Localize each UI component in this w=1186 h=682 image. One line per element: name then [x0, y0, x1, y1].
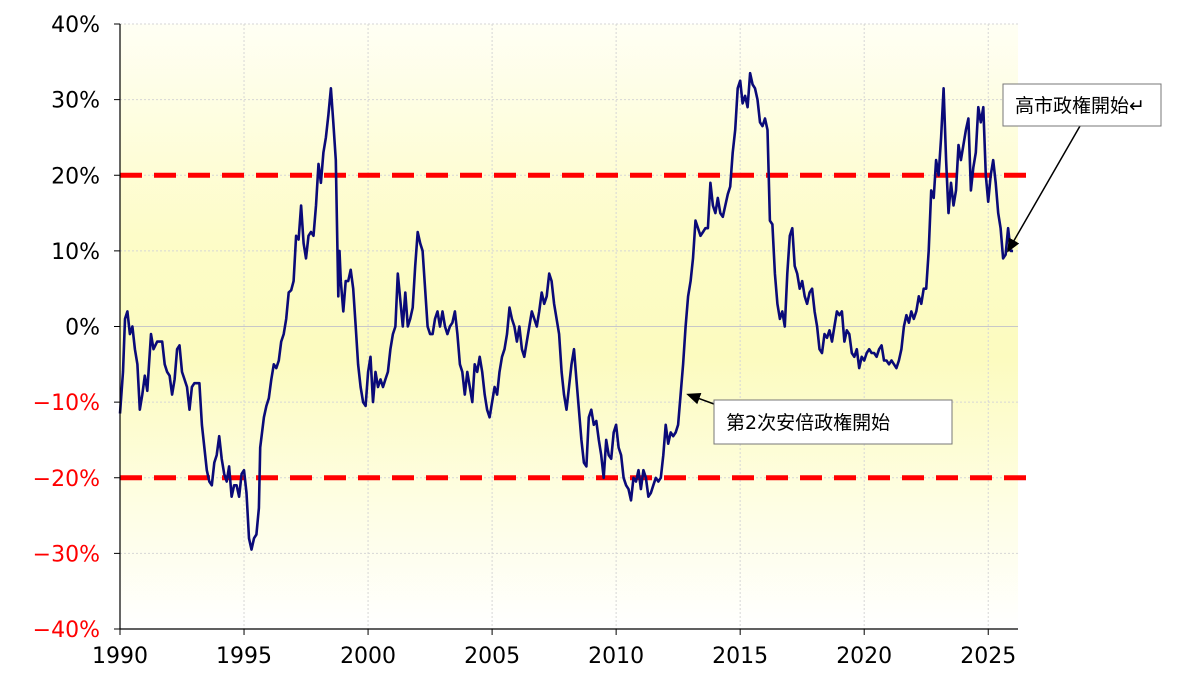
annotation-label: 第2次安倍政権開始	[726, 412, 890, 434]
y-tick-label: −20%	[33, 467, 100, 492]
x-tick-label: 2015	[712, 644, 768, 669]
x-tick-label: 2025	[960, 644, 1016, 669]
x-tick-label: 1995	[216, 644, 272, 669]
series-layer	[118, 71, 1013, 551]
x-tick-label: 2020	[836, 644, 892, 669]
y-tick-label: 0%	[65, 316, 100, 341]
y-tick-label: 10%	[51, 240, 100, 265]
annotation-arrow	[1007, 125, 1081, 253]
reference-lines	[120, 172, 1030, 481]
y-tick-label: −10%	[33, 391, 100, 416]
y-tick-label: 30%	[51, 89, 100, 114]
annotations: 第2次安倍政権開始 高市政権開始↵	[686, 83, 1162, 445]
x-tick-label: 1990	[92, 644, 148, 669]
x-tick-label: 2010	[588, 644, 644, 669]
annotation-label: 高市政権開始↵	[1015, 95, 1145, 117]
y-tick-label: 40%	[51, 13, 100, 38]
y-tick-label: −30%	[33, 542, 100, 567]
y-tick-label: −40%	[33, 618, 100, 643]
annotation-box	[713, 399, 953, 445]
axes: 40% 30% 20% 10% 0% −10% −20% −30% −40%1990 1995 20…	[33, 13, 1018, 669]
annotation-box	[1002, 83, 1162, 127]
series-line	[118, 71, 1013, 551]
y-tick-label: 20%	[51, 164, 100, 189]
x-tick-label: 2005	[464, 644, 520, 669]
x-tick-label: 2000	[340, 644, 396, 669]
annotation-arrow	[686, 393, 715, 405]
